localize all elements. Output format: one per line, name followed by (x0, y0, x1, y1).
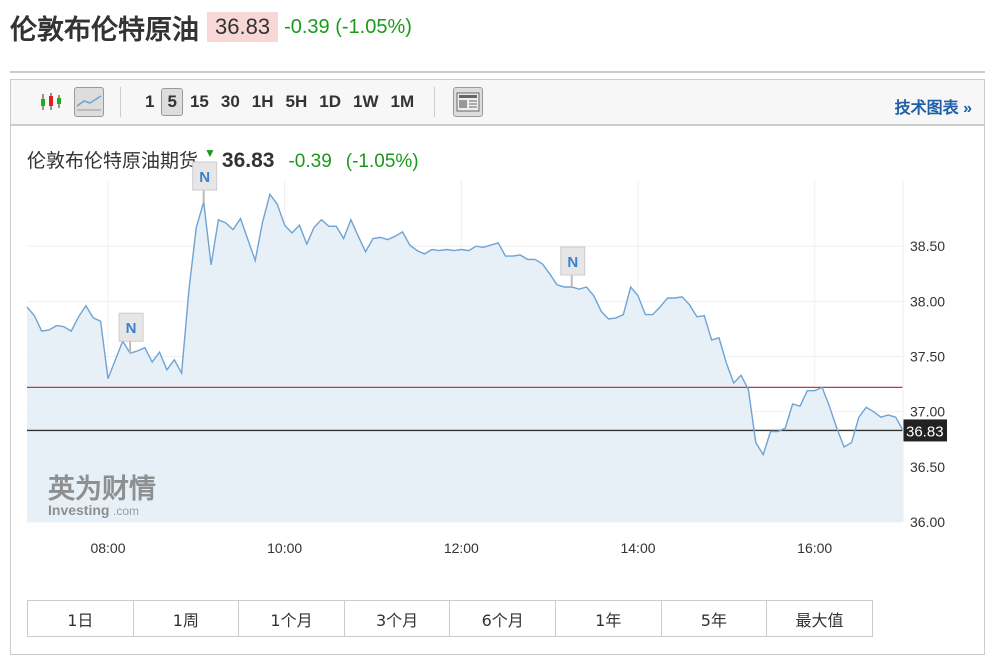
price-line (26, 192, 904, 457)
current-price-label: 36.83 (906, 423, 944, 440)
watermark-logo: Investing (48, 502, 109, 518)
toolbar-divider (434, 87, 436, 117)
line-chart-icon (76, 95, 102, 111)
range-button[interactable]: 1年 (554, 600, 662, 637)
range-button[interactable]: 1个月 (238, 600, 345, 637)
x-tick-label: 10:00 (267, 540, 302, 556)
period-5[interactable]: 5 (161, 88, 183, 116)
chart-widget: 1 5 15 30 1H 5H 1D 1W 1M 技术图表 » 伦敦布伦特原油期货 ▼ 36.8… (10, 79, 985, 655)
candlestick-chart-button[interactable] (36, 87, 66, 117)
news-icon (456, 92, 480, 112)
down-arrow-icon: ▼ (204, 146, 216, 160)
period-1w[interactable]: 1W (352, 92, 379, 111)
quote-header: 伦敦布伦特原油 36.83 -0.39 (-1.05%) (10, 8, 412, 46)
watermark-logo: 英为财情 (48, 474, 156, 505)
range-selector: 1日 1周 1个月 3个月 6个月 1年 5年 最大值 (27, 600, 873, 637)
x-tick-label: 14:00 (620, 540, 655, 556)
x-tick-label: 08:00 (90, 540, 125, 556)
x-tick-label: 12:00 (444, 540, 479, 556)
chart-legend: 伦敦布伦特原油期货 ▼ 36.83 -0.39 (-1.05%) (27, 146, 419, 173)
x-tick-label: 16:00 (797, 540, 832, 556)
news-marker-label[interactable]: N (199, 169, 210, 186)
y-tick-label: 38.00 (910, 293, 945, 309)
divider (10, 71, 985, 73)
range-button[interactable]: 3个月 (343, 600, 451, 637)
y-tick-label: 36.00 (910, 514, 945, 530)
line-chart-button[interactable] (74, 87, 104, 117)
toolbar-divider (120, 87, 121, 117)
technical-chart-link[interactable]: 技术图表 » (894, 100, 972, 117)
watermark-logo: .com (113, 504, 139, 518)
y-tick-label: 36.50 (910, 459, 945, 475)
news-marker-label[interactable]: N (567, 254, 578, 271)
price-change: -0.39 (-1.05%) (284, 15, 412, 38)
period-1h[interactable]: 1H (251, 92, 274, 111)
period-1[interactable]: 1 (145, 92, 155, 111)
range-button[interactable]: 最大值 (766, 600, 873, 637)
period-15[interactable]: 15 (189, 92, 209, 111)
chart-toolbar: 1 5 15 30 1H 5H 1D 1W 1M 技术图表 » (11, 80, 984, 126)
news-marker-label[interactable]: N (126, 320, 137, 337)
instrument-title: 伦敦布伦特原油 (10, 14, 199, 46)
period-5h[interactable]: 5H (285, 92, 308, 111)
news-marker[interactable] (560, 246, 586, 276)
legend-name: 伦敦布伦特原油期货 (27, 150, 199, 172)
news-marker[interactable] (192, 161, 218, 191)
legend-price: 36.83 (221, 149, 275, 172)
current-price-tag (903, 419, 947, 442)
y-tick-label: 37.00 (910, 404, 945, 420)
range-button[interactable]: 1周 (132, 600, 240, 637)
price-area-fill (27, 194, 903, 523)
candlestick-icon (41, 93, 61, 110)
range-button[interactable]: 1日 (27, 600, 134, 637)
last-price-badge: 36.83 (207, 12, 279, 42)
news-marker[interactable] (118, 312, 144, 342)
y-tick-label: 38.50 (910, 238, 945, 254)
range-button[interactable]: 5年 (660, 600, 768, 637)
y-tick-label: 37.50 (910, 349, 945, 365)
news-button[interactable] (453, 87, 484, 117)
range-button[interactable]: 6个月 (449, 600, 556, 637)
legend-change: -0.39 (288, 151, 332, 172)
legend-change-pct: (-1.05%) (345, 151, 419, 172)
period-1m[interactable]: 1M (390, 92, 415, 111)
period-1d[interactable]: 1D (319, 92, 341, 111)
period-30[interactable]: 30 (220, 92, 240, 111)
